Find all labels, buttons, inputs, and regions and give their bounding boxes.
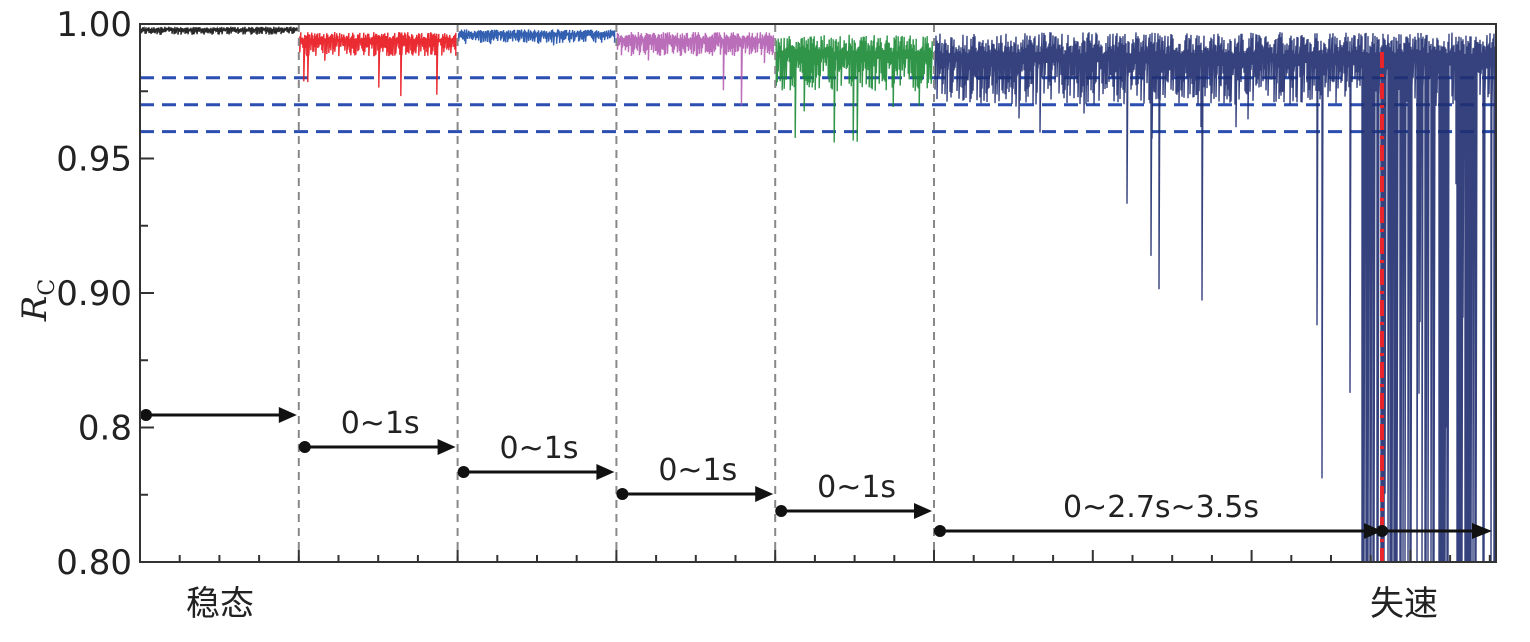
- y-tick-label: 0.95: [56, 140, 132, 180]
- x-label-start: 稳态: [186, 584, 254, 624]
- timeline-arrow-head: [1472, 523, 1492, 539]
- y-tick-label: 0.80: [56, 543, 132, 583]
- y-tick-label: 1.00: [56, 5, 132, 45]
- timeline-arrow-head: [596, 464, 615, 480]
- y-tick-label: 0.8: [78, 409, 132, 449]
- series-1-trace: [140, 25, 298, 35]
- series-5-trace: [775, 34, 933, 143]
- y-axis-label: RC: [15, 279, 60, 322]
- y-axis-label-main: R: [15, 296, 55, 323]
- timeline-arrow-head: [914, 503, 932, 519]
- timeline-arrow-head: [1364, 523, 1382, 539]
- timeline-label: 0~1s: [658, 453, 737, 488]
- series-3-trace: [457, 29, 616, 46]
- y-axis-label-sub: C: [35, 279, 60, 296]
- timeline-arrow-head: [278, 407, 297, 423]
- timeline-arrow-head: [437, 439, 456, 455]
- series-4-trace: [616, 32, 775, 106]
- timeline-label: 0~1s: [500, 431, 579, 466]
- x-label-end: 失速: [1370, 584, 1438, 624]
- timeline-arrow-head: [755, 486, 774, 502]
- y-tick-label: 0.90: [56, 274, 132, 314]
- series-2-trace: [299, 32, 457, 97]
- timeline-label: 0~1s: [341, 406, 420, 441]
- series-6-trace: [934, 32, 1496, 563]
- timeline-label: 0~2.7s~3.5s: [1063, 490, 1259, 525]
- timeline-label: 0~1s: [817, 470, 896, 505]
